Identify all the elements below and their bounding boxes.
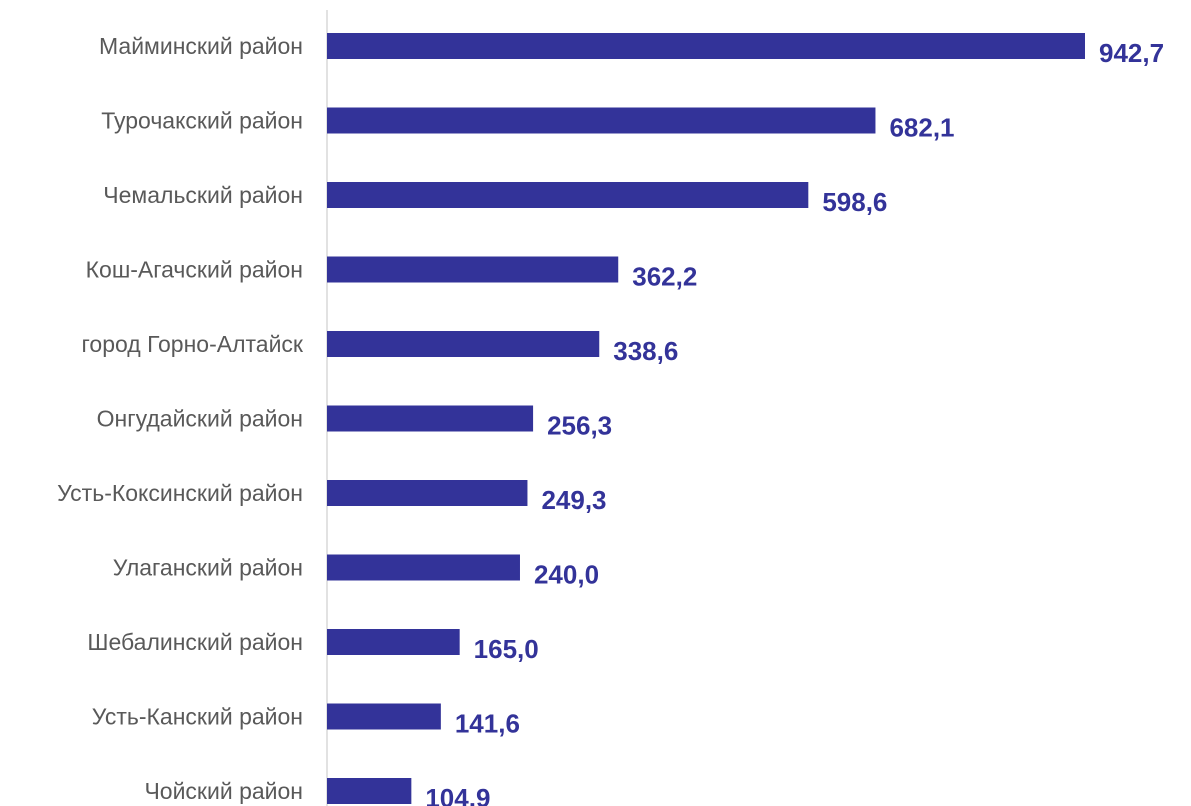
bar-8 (327, 629, 460, 655)
bar-2 (327, 182, 809, 208)
bar-7 (327, 554, 520, 581)
value-label-3: 362,2 (632, 262, 697, 292)
bar-1 (327, 107, 876, 134)
bar-6 (327, 480, 528, 506)
value-label-2: 598,6 (822, 187, 887, 217)
value-label-10: 104,9 (425, 783, 490, 806)
bar-10 (327, 778, 412, 804)
value-label-7: 240,0 (534, 560, 599, 590)
category-label-0: Майминский район (99, 33, 303, 59)
category-label-4: город Горно-Алтайск (82, 331, 304, 357)
value-label-8: 165,0 (474, 634, 539, 664)
bars-group (327, 33, 1085, 804)
bar-3 (327, 256, 619, 283)
value-label-5: 256,3 (547, 411, 612, 441)
category-labels-group: Майминский район Турочакский район Чемальс… (57, 33, 304, 804)
bar-9 (327, 703, 441, 730)
value-labels-group: 942,7 682,1 598,6 362,2 338,6 256,3 249,3 240,0… (425, 38, 1164, 806)
value-label-0: 942,7 (1099, 38, 1164, 68)
bar-5 (327, 405, 534, 432)
value-label-6: 249,3 (541, 485, 606, 515)
category-label-9: Усть-Канский район (92, 704, 303, 730)
category-label-3: Кош-Агачский район (86, 257, 303, 283)
category-label-6: Усть-Коксинский район (57, 480, 303, 506)
category-label-7: Улаганский район (113, 555, 303, 581)
value-label-4: 338,6 (613, 336, 678, 366)
category-label-2: Чемальский район (103, 182, 303, 208)
value-label-1: 682,1 (889, 113, 954, 143)
category-label-8: Шебалинский район (87, 629, 303, 655)
category-label-10: Чойский район (144, 778, 303, 804)
category-label-5: Онгудайский район (97, 406, 303, 432)
value-label-9: 141,6 (455, 709, 520, 739)
category-label-1: Турочакский район (101, 108, 303, 134)
bar-4 (327, 331, 600, 357)
bar-0 (327, 33, 1085, 59)
